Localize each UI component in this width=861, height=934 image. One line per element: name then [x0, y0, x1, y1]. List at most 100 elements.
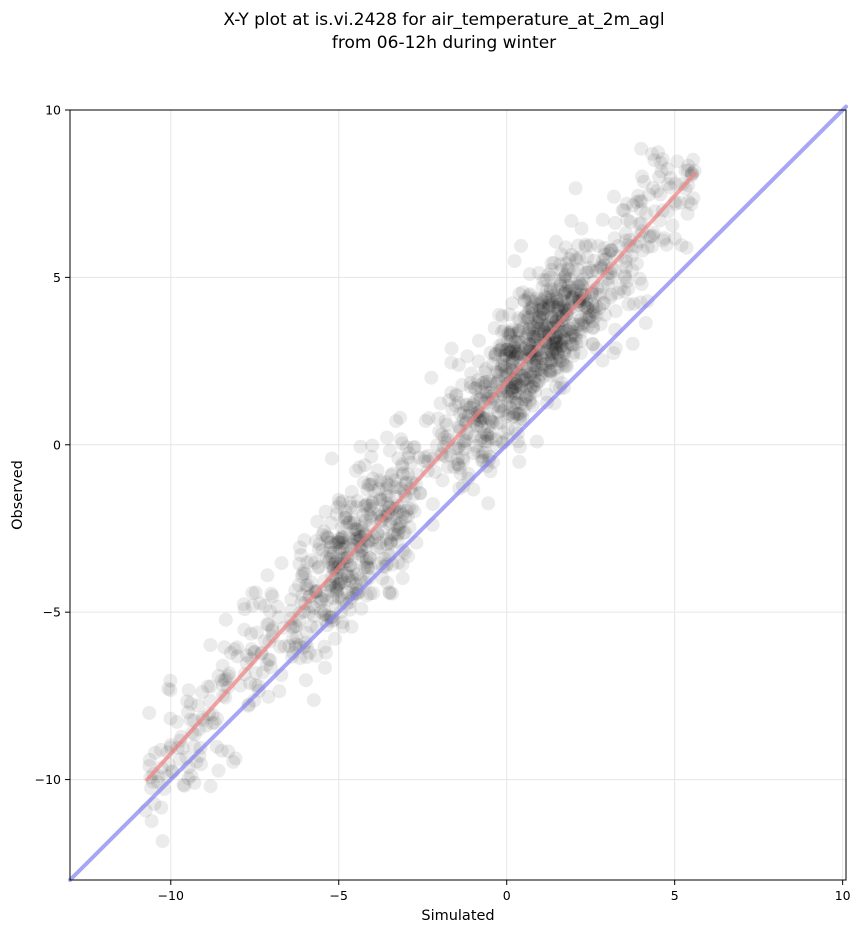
data-point: [534, 317, 549, 332]
data-point: [443, 448, 458, 463]
data-point: [473, 392, 488, 407]
data-point: [536, 369, 551, 384]
data-point: [329, 579, 344, 594]
data-point: [440, 428, 455, 443]
data-point: [237, 602, 252, 616]
data-point: [509, 367, 524, 382]
data-point: [359, 552, 374, 566]
data-point: [360, 560, 375, 575]
data-point: [568, 251, 583, 266]
data-point: [442, 393, 457, 408]
data-point: [399, 440, 414, 455]
data-point: [556, 287, 571, 301]
data-point: [388, 473, 403, 488]
data-point: [663, 180, 678, 195]
data-point: [546, 283, 561, 298]
data-point: [482, 411, 497, 426]
data-point: [358, 513, 373, 528]
data-point: [205, 716, 220, 731]
data-point: [500, 389, 515, 404]
data-point: [512, 439, 527, 454]
x-tick-label: −5: [330, 888, 348, 903]
data-point: [453, 406, 468, 421]
data-point: [532, 310, 547, 325]
data-point: [321, 531, 335, 545]
data-point: [553, 273, 568, 288]
data-point: [382, 517, 397, 532]
data-point: [417, 454, 432, 469]
data-point: [544, 363, 559, 378]
data-point: [302, 605, 316, 620]
data-point: [557, 286, 572, 301]
data-point: [539, 387, 554, 402]
data-point: [452, 481, 467, 496]
data-point: [552, 336, 567, 351]
data-point: [597, 241, 612, 255]
data-point: [558, 274, 573, 289]
data-point: [497, 360, 512, 375]
data-point: [626, 198, 641, 213]
data-point: [154, 800, 169, 815]
data-point: [335, 615, 350, 630]
data-point: [363, 509, 378, 524]
data-point: [142, 705, 157, 720]
data-point: [518, 397, 533, 412]
data-point: [629, 256, 644, 271]
x-tick-label: 10: [835, 888, 851, 903]
data-point: [300, 577, 315, 592]
data-point: [333, 562, 348, 576]
data-point: [339, 508, 354, 523]
data-point: [597, 247, 612, 262]
data-point: [550, 292, 565, 307]
data-point: [506, 348, 521, 363]
data-point: [396, 526, 411, 540]
data-point: [522, 387, 537, 402]
data-point: [553, 293, 568, 308]
data-point: [331, 589, 346, 604]
data-point: [549, 334, 564, 349]
data-point: [549, 340, 564, 355]
data-point: [517, 294, 532, 309]
data-point: [542, 353, 557, 368]
data-point: [611, 239, 626, 253]
data-point: [332, 544, 347, 559]
data-point: [184, 768, 199, 783]
data-point: [468, 381, 483, 396]
data-point: [589, 299, 603, 314]
x-tick-label: −10: [158, 888, 184, 903]
data-point: [451, 457, 466, 472]
data-point: [532, 310, 547, 325]
data-point: [343, 558, 358, 573]
data-point: [523, 301, 537, 316]
data-point: [659, 237, 674, 252]
data-point: [298, 673, 313, 688]
data-point: [466, 446, 481, 461]
data-point: [469, 438, 484, 453]
data-point: [365, 438, 380, 453]
data-point: [535, 357, 550, 372]
data-point: [506, 352, 521, 367]
x-tick-label: 5: [671, 888, 679, 903]
plot-frame: [69, 109, 847, 881]
data-point: [509, 395, 524, 410]
data-point: [580, 300, 595, 315]
data-point: [333, 575, 348, 590]
data-point: [562, 283, 577, 298]
data-point: [428, 464, 442, 479]
data-point: [544, 353, 559, 368]
data-point: [335, 619, 350, 634]
data-point: [494, 362, 509, 377]
data-point: [514, 238, 528, 253]
data-point: [142, 759, 157, 773]
data-point: [203, 679, 218, 694]
data-point: [421, 448, 436, 463]
data-point: [211, 668, 226, 683]
data-point: [508, 334, 523, 349]
data-point: [554, 325, 569, 339]
data-point: [568, 283, 583, 298]
data-point: [529, 377, 544, 392]
data-point: [530, 315, 545, 329]
data-point: [554, 334, 568, 349]
data-point: [222, 666, 237, 681]
data-point: [312, 537, 327, 552]
